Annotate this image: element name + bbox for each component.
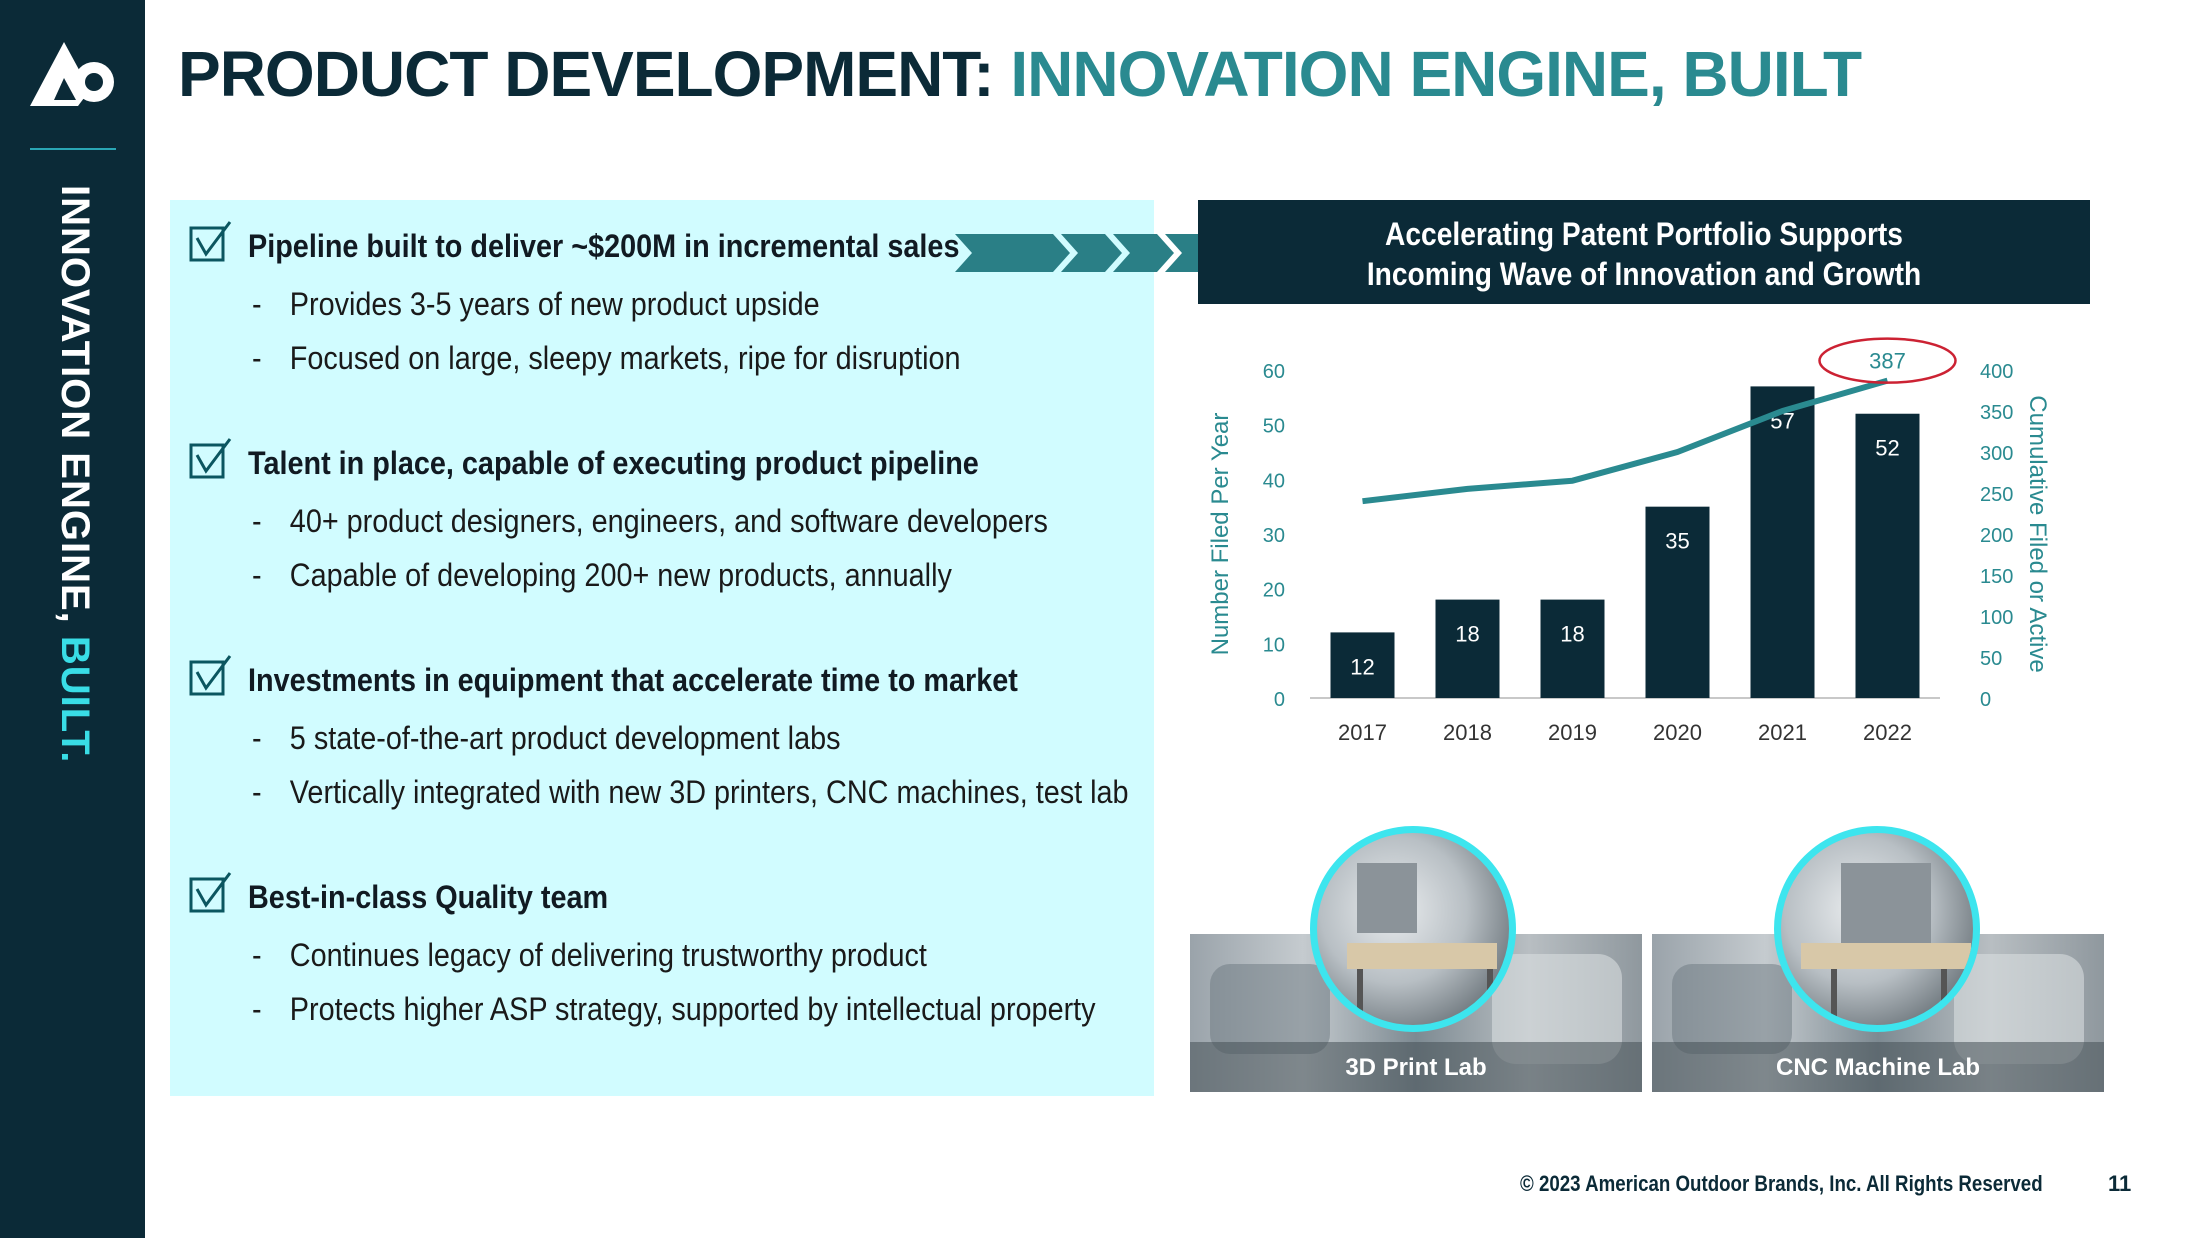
bullet-item: - Vertically integrated with new 3D print… <box>252 774 1129 810</box>
x-tick-label: 2020 <box>1653 720 1702 745</box>
line-annotation-label: 387 <box>1869 349 1906 374</box>
bar-value-label: 35 <box>1665 529 1689 554</box>
checkbox-icon <box>189 438 232 479</box>
vertical-section-title: INNOVATION ENGINE, BUILT. <box>52 185 97 763</box>
y-right-tick-label: 250 <box>1980 484 2013 506</box>
y-right-tick-label: 0 <box>1980 689 1991 711</box>
page-number: 11 <box>2108 1171 2132 1196</box>
section-heading: Investments in equipment that accelerate… <box>248 662 1018 698</box>
y-right-tick-label: 150 <box>1980 566 2013 588</box>
photo-caption: 3D Print Lab <box>1345 1054 1487 1081</box>
bar-value-label: 52 <box>1875 436 1899 461</box>
y-axis-label: Number Filed Per Year <box>1207 413 1234 656</box>
checkbox-icon <box>189 221 232 262</box>
chart-header: Accelerating Patent Portfolio Supports I… <box>1198 200 2090 304</box>
checkbox-icon <box>189 872 232 913</box>
vertical-title-main: INNOVATION ENGINE, <box>53 185 97 636</box>
bar <box>1540 599 1605 698</box>
photo-caption: CNC Machine Lab <box>1775 1054 1981 1081</box>
y-tick-label: 30 <box>1263 525 1285 547</box>
bullet-item: - Continues legacy of delivering trustwor… <box>252 937 927 973</box>
x-tick-label: 2022 <box>1863 720 1912 745</box>
bullet-item: -40+ product designers, engineers, and s… <box>252 503 1048 539</box>
y-right-axis-label: Cumulative Filed or Active <box>2024 395 2051 672</box>
bar <box>1645 506 1710 698</box>
y-right-tick-label: 50 <box>1980 648 2002 670</box>
vertical-title-accent: BUILT. <box>53 635 97 764</box>
y-tick-label: 40 <box>1263 470 1285 492</box>
chart-header-line-1: Accelerating Patent Portfolio Supports <box>1385 216 1903 252</box>
checkbox-icon <box>189 655 232 696</box>
patent-chart: 0 10 20 30 40 50 60 0 50 100 150 200 250 300 350 400 Num… <box>1207 337 2051 745</box>
x-tick-label: 2017 <box>1338 720 1387 745</box>
y-right-tick-label: 200 <box>1980 525 2013 547</box>
bar-value-label: 18 <box>1455 622 1479 647</box>
section-heading: Talent in place, capable of executing pr… <box>248 445 979 481</box>
bullet-item: - Capable of developing 200+ new products… <box>252 557 952 593</box>
section-heading: Best-in-class Quality team <box>248 879 609 915</box>
bar <box>1435 599 1500 698</box>
bullet-item: -5 state-of-the-art product development … <box>252 720 841 756</box>
bullet-item: - Focused on large, sleepy markets, ripe … <box>252 340 961 376</box>
x-tick-label: 2021 <box>1758 720 1807 745</box>
sidebar: INNOVATION ENGINE, BUILT. <box>0 0 145 1238</box>
y-right-tick-label: 300 <box>1980 443 2013 465</box>
photo-circle-3d-print-lab <box>1310 826 1516 1032</box>
title-part-2: INNOVATION ENGINE, BUILT <box>1010 38 1862 110</box>
bar <box>1855 413 1920 698</box>
x-tick-label: 2018 <box>1443 720 1492 745</box>
highlights-panel: Pipeline built to deliver ~$200M in incr… <box>170 200 1154 1096</box>
y-right-tick-label: 350 <box>1980 402 2013 424</box>
chevron-arrows-icon <box>955 234 1226 272</box>
photo-circle-cnc-machine-lab <box>1774 826 1980 1032</box>
chart-header-line-2: Incoming Wave of Innovation and Growth <box>1366 256 1922 292</box>
y-tick-label: 50 <box>1263 416 1285 438</box>
bullet-item: - Protects higher ASP strategy, supported… <box>252 991 1096 1027</box>
cumulative-line <box>1362 377 1889 505</box>
copyright-footer: © 2023 American Outdoor Brands, Inc. All… <box>1520 1171 2043 1196</box>
brand-logo-icon <box>30 42 114 106</box>
y-right-tick-label: 400 <box>1980 361 2013 383</box>
bar-value-label: 12 <box>1350 654 1374 679</box>
bar-value-label: 18 <box>1560 622 1584 647</box>
logo-divider <box>30 148 116 150</box>
section-heading: Pipeline built to deliver ~$200M in incr… <box>248 228 960 264</box>
bar <box>1330 632 1395 698</box>
y-tick-label: 60 <box>1263 361 1285 383</box>
annotation-circle <box>1818 337 1957 384</box>
page-title: PRODUCT DEVELOPMENT: INNOVATION ENGINE, … <box>178 32 1862 116</box>
y-tick-label: 10 <box>1263 634 1285 656</box>
bullet-item: - Provides 3-5 years of new product upsid… <box>252 286 820 322</box>
y-right-tick-label: 100 <box>1980 607 2013 629</box>
title-part-1: PRODUCT DEVELOPMENT: <box>178 38 1011 110</box>
y-tick-label: 20 <box>1263 580 1285 602</box>
bar <box>1750 386 1815 698</box>
x-tick-label: 2019 <box>1548 720 1597 745</box>
y-tick-label: 0 <box>1274 689 1285 711</box>
